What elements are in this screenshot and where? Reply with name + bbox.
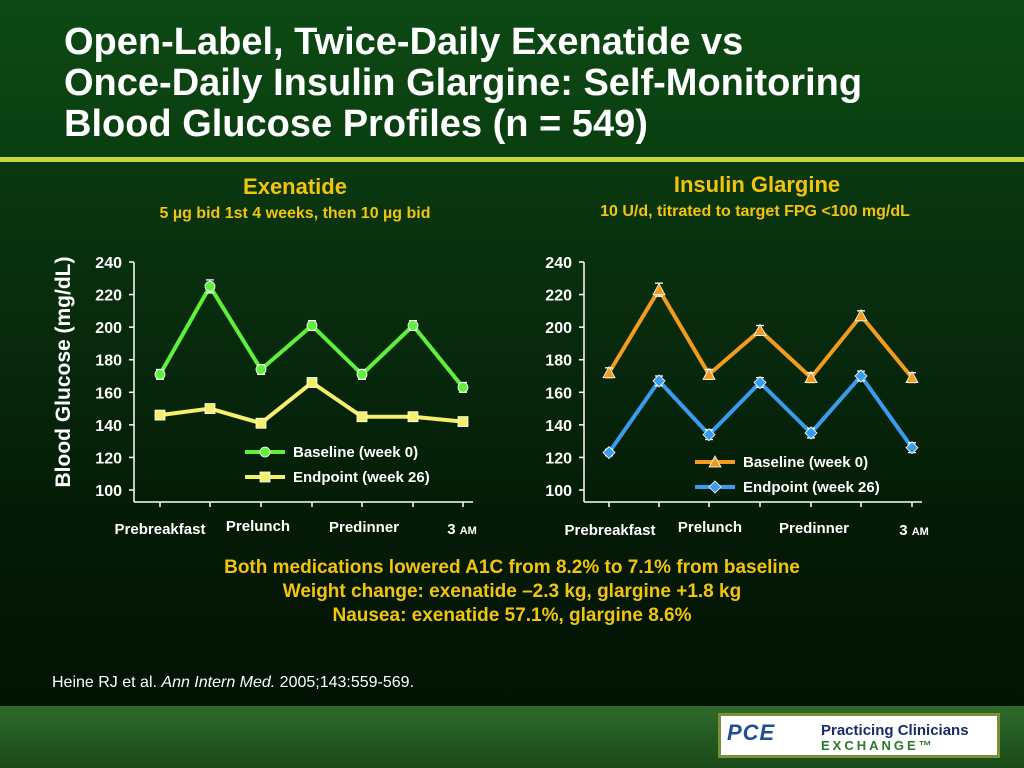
title-line-2: Once-Daily Insulin Glargine: Self-Monito… (64, 62, 863, 104)
data-point (255, 417, 267, 429)
y-tick-label: 180 (95, 353, 122, 370)
data-point (204, 403, 216, 414)
y-tick-label: 240 (545, 255, 572, 272)
logo-line-1: Practicing Clinicians (821, 722, 969, 739)
y-tick-label: 120 (95, 450, 122, 467)
key-findings: Both medications lowered A1C from 8.2% t… (0, 556, 1024, 628)
data-point (854, 308, 868, 322)
data-point (854, 369, 868, 383)
y-tick-label: 220 (545, 288, 572, 305)
y-axis-label: Blood Glucose (mg/dL) (52, 257, 75, 488)
x-category-label: 3 AM (447, 521, 477, 538)
y-tick-label: 200 (95, 320, 122, 337)
legend: Baseline (week 0) Endpoint (week 26) (695, 454, 880, 496)
x-category-label: 3 AM (899, 522, 929, 539)
citation-journal: Ann Intern Med. (161, 674, 276, 691)
legend-label: Endpoint (week 26) (293, 469, 430, 486)
series-endpoint (154, 377, 469, 429)
data-point (804, 370, 818, 384)
legend-marker (708, 455, 722, 468)
y-tick-label: 140 (545, 418, 572, 435)
logo-mark: PCE (727, 720, 776, 745)
data-point (652, 374, 666, 388)
data-point (905, 441, 919, 455)
finding-a1c: Both medications lowered A1C from 8.2% t… (224, 557, 800, 578)
logo-line-2: EXCHANGE™ (821, 738, 935, 753)
x-category-label: Prelunch (678, 519, 742, 536)
y-tick-label: 240 (95, 255, 122, 272)
data-point (652, 282, 666, 296)
data-point (356, 411, 368, 423)
series-line (158, 284, 465, 389)
x-category-label: Prebreakfast (565, 522, 656, 539)
exenatide-panel-subtitle: 5 µg bid 1st 4 weeks, then 10 µg bid (159, 205, 431, 222)
citation-authors: Heine RJ et al. (52, 674, 162, 691)
charts-canvas: Blood Glucose (mg/dL) 240 220 200 180 160 140… (52, 255, 929, 539)
y-tick-label: 100 (95, 483, 122, 500)
citation-details: 2005;143:559-569. (275, 674, 415, 691)
data-point (356, 368, 368, 380)
data-point (702, 428, 716, 442)
title-divider (0, 157, 1024, 162)
data-point (905, 370, 919, 384)
data-point (204, 281, 216, 292)
data-point (602, 365, 616, 379)
series-baseline (154, 279, 469, 393)
data-point (407, 411, 419, 423)
data-point (602, 445, 616, 460)
data-point (702, 367, 716, 380)
legend-label: Baseline (week 0) (293, 444, 418, 461)
data-point (753, 323, 767, 336)
x-category-label: Predinner (779, 520, 849, 537)
exenatide-panel-title: Exenatide (243, 174, 347, 199)
legend-marker (708, 480, 722, 494)
title-line-1: Open-Label, Twice-Daily Exenatide vs (64, 21, 744, 63)
y-tick-label: 180 (545, 353, 572, 370)
glargine-panel-subtitle: 10 U/d, titrated to target FPG <100 mg/d… (600, 203, 910, 220)
y-tick-label: 120 (545, 450, 572, 467)
x-category-label: Prelunch (226, 518, 290, 535)
y-tick-label: 160 (95, 385, 122, 402)
legend-marker (259, 446, 271, 458)
legend: Baseline (week 0) Endpoint (week 26) (245, 444, 430, 486)
title-line-3: Blood Glucose Profiles (n = 549) (64, 103, 648, 145)
series-baseline (602, 282, 919, 384)
y-tick-label: 160 (545, 385, 572, 402)
legend-label: Baseline (week 0) (743, 454, 868, 471)
series-endpoint (602, 369, 919, 460)
finding-nausea: Nausea: exenatide 57.1%, glargine 8.6% (332, 605, 692, 626)
exenatide-chart: 240 220 200 180 160 140 120 100 Prebreakfast Prel… (95, 255, 477, 538)
data-point (306, 377, 318, 388)
data-point (154, 368, 166, 380)
y-tick-label: 100 (545, 483, 572, 500)
y-tick-label: 200 (545, 320, 572, 337)
data-point (457, 381, 469, 393)
pce-logo: PCE Practicing Clinicians EXCHANGE™ (718, 713, 1000, 758)
glargine-panel-title: Insulin Glargine (673, 172, 841, 197)
legend-marker (259, 471, 271, 483)
legend-label: Endpoint (week 26) (743, 479, 880, 496)
x-category-label: Predinner (329, 519, 399, 536)
data-point (306, 320, 318, 331)
title-bar (0, 0, 1024, 158)
glargine-chart: 240 220 200 180 160 140 120 100 Prebreakfast Prel… (545, 255, 929, 539)
data-point (457, 416, 469, 428)
finding-weight: Weight change: exenatide –2.3 kg, glargi… (282, 581, 742, 602)
y-tick-label: 220 (95, 288, 122, 305)
data-point (753, 375, 767, 390)
data-point (407, 320, 419, 331)
data-point (804, 426, 818, 440)
citation: Heine RJ et al. Ann Intern Med. 2005;143… (52, 674, 414, 692)
data-point (255, 364, 267, 375)
slide-title: Open-Label, Twice-Daily Exenatide vs Onc… (64, 22, 964, 145)
y-tick-label: 140 (95, 418, 122, 435)
x-category-label: Prebreakfast (115, 521, 206, 538)
data-point (154, 409, 166, 421)
